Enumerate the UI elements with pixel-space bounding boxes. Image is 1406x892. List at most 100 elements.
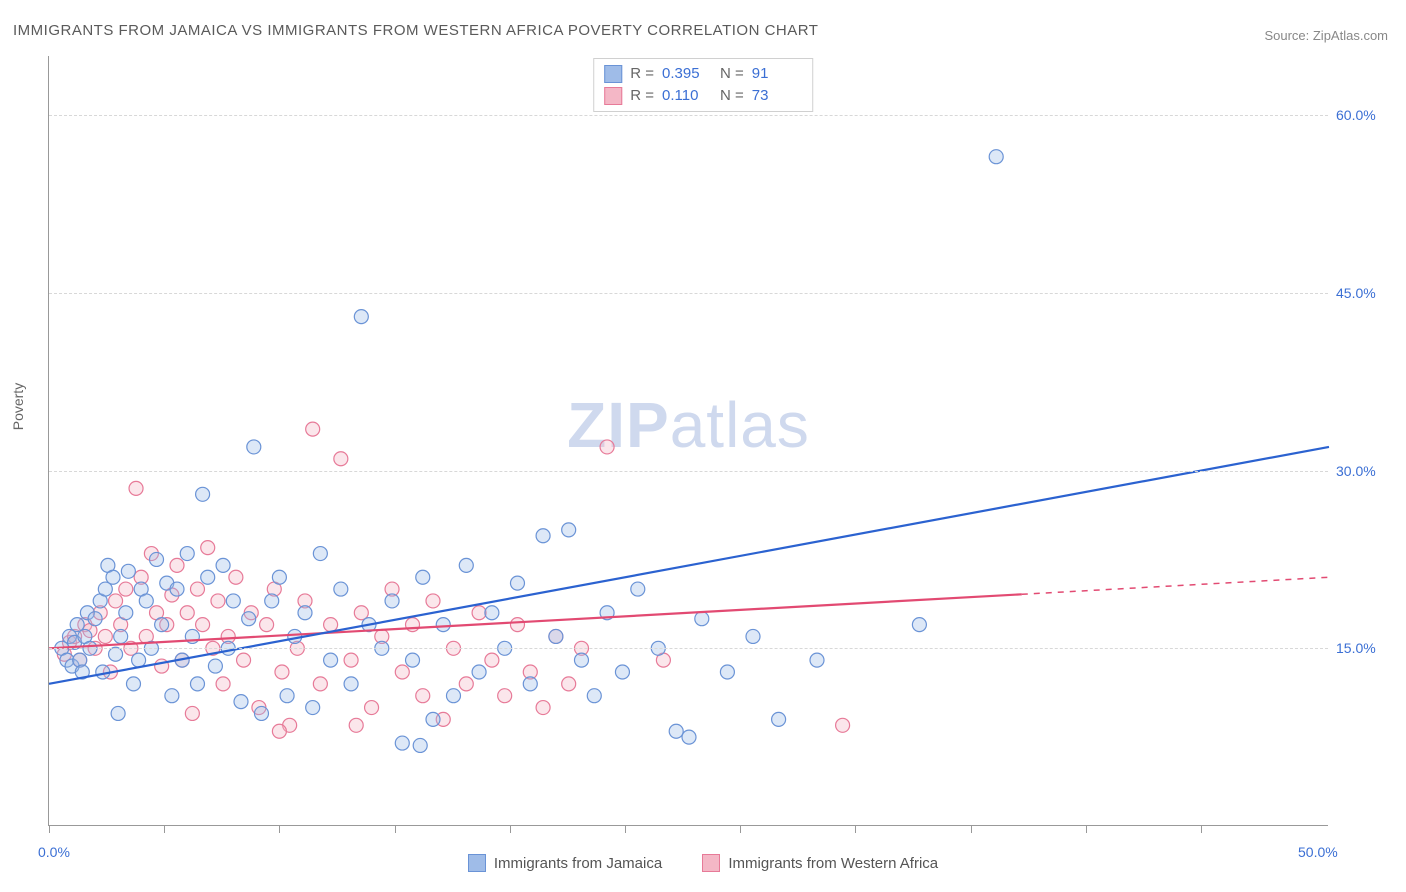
data-point xyxy=(631,582,645,596)
y-axis-label: Poverty xyxy=(10,383,26,430)
y-tick-label: 30.0% xyxy=(1336,463,1386,479)
data-point xyxy=(180,547,194,561)
data-point xyxy=(121,564,135,578)
data-point xyxy=(132,653,146,667)
data-point xyxy=(119,606,133,620)
data-point xyxy=(275,665,289,679)
data-point xyxy=(682,730,696,744)
data-point xyxy=(395,665,409,679)
data-point xyxy=(772,712,786,726)
data-point xyxy=(109,594,123,608)
data-point xyxy=(349,718,363,732)
data-point xyxy=(106,570,120,584)
data-point xyxy=(126,677,140,691)
data-point xyxy=(485,606,499,620)
data-point xyxy=(216,558,230,572)
y-tick-label: 15.0% xyxy=(1336,640,1386,656)
data-point xyxy=(989,150,1003,164)
data-point xyxy=(306,701,320,715)
data-point xyxy=(226,594,240,608)
data-point xyxy=(395,736,409,750)
data-point xyxy=(98,629,112,643)
legend-swatch-westafrica xyxy=(604,87,622,105)
data-point xyxy=(587,689,601,703)
data-point xyxy=(810,653,824,667)
data-point xyxy=(446,689,460,703)
legend-item-westafrica: Immigrants from Western Africa xyxy=(702,854,938,872)
data-point xyxy=(354,310,368,324)
legend-r-value-westafrica: 0.110 xyxy=(662,85,712,107)
data-point xyxy=(201,570,215,584)
data-point xyxy=(746,629,760,643)
data-point xyxy=(170,582,184,596)
data-point xyxy=(485,653,499,667)
legend-n-value-jamaica: 91 xyxy=(752,63,802,85)
legend-r-label: R = xyxy=(630,63,654,85)
data-point xyxy=(111,706,125,720)
legend-row-westafrica: R = 0.110 N = 73 xyxy=(604,85,802,107)
data-point xyxy=(196,618,210,632)
data-point xyxy=(211,594,225,608)
legend-r-label: R = xyxy=(630,85,654,107)
data-point xyxy=(129,481,143,495)
data-point xyxy=(365,701,379,715)
data-point xyxy=(536,701,550,715)
legend-row-jamaica: R = 0.395 N = 91 xyxy=(604,63,802,85)
y-tick-label: 45.0% xyxy=(1336,285,1386,301)
data-point xyxy=(247,440,261,454)
data-point xyxy=(114,629,128,643)
data-point xyxy=(165,689,179,703)
data-point xyxy=(313,547,327,561)
plot-area: ZIPatlas 15.0%30.0%45.0%60.0% xyxy=(48,56,1328,826)
data-point xyxy=(216,677,230,691)
legend-label-westafrica: Immigrants from Western Africa xyxy=(728,855,938,872)
data-point xyxy=(139,594,153,608)
data-point xyxy=(459,677,473,691)
data-point xyxy=(306,422,320,436)
data-point xyxy=(265,594,279,608)
data-point xyxy=(260,618,274,632)
data-point xyxy=(298,606,312,620)
data-point xyxy=(254,706,268,720)
data-point xyxy=(190,582,204,596)
chart-title: IMMIGRANTS FROM JAMAICA VS IMMIGRANTS FR… xyxy=(13,22,818,39)
data-point xyxy=(237,653,251,667)
data-point xyxy=(912,618,926,632)
legend-n-label: N = xyxy=(720,85,744,107)
data-point xyxy=(155,618,169,632)
data-point xyxy=(426,712,440,726)
legend-r-value-jamaica: 0.395 xyxy=(662,63,712,85)
data-point xyxy=(272,724,286,738)
legend-swatch-westafrica xyxy=(702,854,720,872)
y-tick-label: 60.0% xyxy=(1336,107,1386,123)
data-point xyxy=(150,552,164,566)
data-point xyxy=(615,665,629,679)
data-point xyxy=(472,665,486,679)
data-point xyxy=(406,618,420,632)
data-point xyxy=(180,606,194,620)
data-point xyxy=(695,612,709,626)
data-point xyxy=(170,558,184,572)
data-point xyxy=(720,665,734,679)
legend-correlation-box: R = 0.395 N = 91 R = 0.110 N = 73 xyxy=(593,58,813,112)
data-point xyxy=(344,677,358,691)
source-attribution: Source: ZipAtlas.com xyxy=(1264,28,1388,43)
data-point xyxy=(208,659,222,673)
data-point xyxy=(190,677,204,691)
plot-svg xyxy=(49,56,1328,825)
data-point xyxy=(549,629,563,643)
legend-swatch-jamaica xyxy=(468,854,486,872)
data-point xyxy=(344,653,358,667)
legend-series: Immigrants from Jamaica Immigrants from … xyxy=(0,854,1406,876)
legend-label-jamaica: Immigrants from Jamaica xyxy=(494,855,662,872)
data-point xyxy=(242,612,256,626)
data-point xyxy=(536,529,550,543)
trend-line-extrapolated xyxy=(1022,577,1329,594)
legend-item-jamaica: Immigrants from Jamaica xyxy=(468,854,662,872)
data-point xyxy=(324,618,338,632)
data-point xyxy=(459,558,473,572)
data-point xyxy=(334,582,348,596)
data-point xyxy=(272,570,286,584)
data-point xyxy=(406,653,420,667)
data-point xyxy=(510,576,524,590)
